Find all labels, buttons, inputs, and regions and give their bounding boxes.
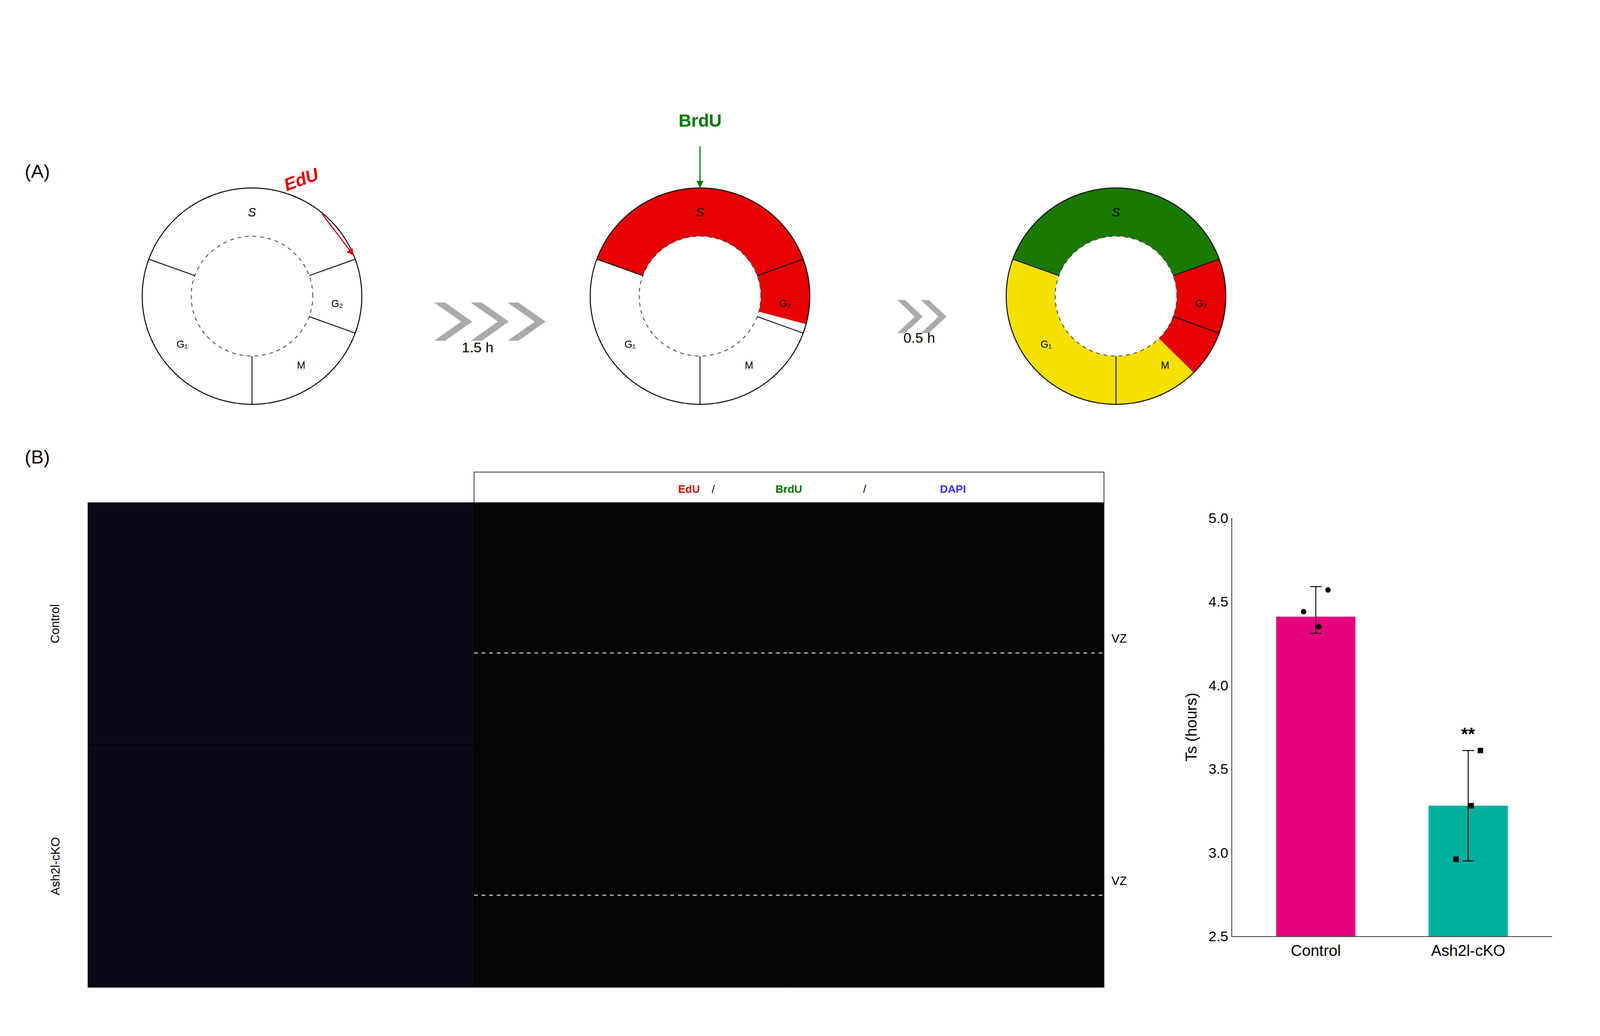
svg-text:3.0: 3.0 [1208,844,1228,861]
svg-text:VZ: VZ [1111,631,1127,646]
svg-text:5.0: 5.0 [1208,509,1228,526]
svg-text:BrdU: BrdU [775,482,803,496]
svg-text:S: S [695,205,705,219]
svg-text:Ash2l-cKO: Ash2l-cKO [48,837,63,896]
svg-text:G₁: G₁ [624,338,636,350]
svg-text:VZ: VZ [1111,874,1127,888]
svg-text:EdU: EdU [281,163,323,195]
svg-text:/: / [711,482,716,496]
svg-text:/: / [863,482,867,496]
svg-text:M: M [1160,359,1170,371]
svg-text:Control: Control [48,603,62,644]
svg-text:0.5 h: 0.5 h [903,329,936,346]
svg-text:S: S [1111,205,1121,219]
svg-text:G₂: G₂ [779,297,791,310]
svg-text:(A): (A) [24,160,50,183]
svg-text:2.5: 2.5 [1208,928,1228,945]
svg-text:G₂: G₂ [331,297,344,310]
svg-text:G₁: G₁ [1040,338,1052,350]
svg-text:4.5: 4.5 [1208,593,1228,610]
svg-text:EdU: EdU [678,482,700,496]
svg-text:**: ** [1461,723,1476,744]
svg-text:M: M [296,359,306,371]
svg-text:4.0: 4.0 [1208,677,1228,694]
svg-text:G₂: G₂ [1195,297,1208,310]
svg-text:S: S [247,205,257,219]
svg-text:3.5: 3.5 [1208,760,1228,777]
svg-text:M: M [744,359,754,371]
svg-text:DAPI: DAPI [939,482,966,496]
svg-text:(B): (B) [24,446,50,468]
svg-text:1.5 h: 1.5 h [461,339,494,356]
svg-text:Ts (hours): Ts (hours) [1182,692,1200,762]
svg-text:BrdU: BrdU [678,110,722,131]
svg-text:Control: Control [1290,941,1341,960]
svg-text:G₁: G₁ [176,338,188,350]
svg-text:Ash2l-cKO: Ash2l-cKO [1430,941,1506,960]
